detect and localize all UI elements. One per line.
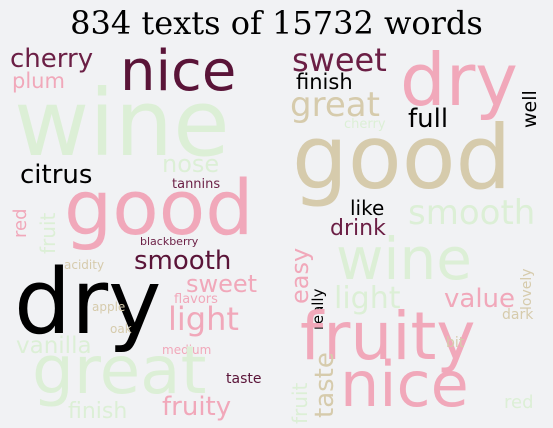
word-well: well [519, 90, 541, 128]
word-apple: apple [92, 300, 126, 314]
word-medium: medium [162, 343, 212, 357]
word-fruit: fruit [36, 212, 60, 254]
word-full: full [408, 104, 449, 134]
word-like: like [350, 196, 385, 220]
word-sweet: sweet [186, 270, 258, 298]
left-word-cloud: wine nice cherry plum good nose citrus t… [6, 46, 276, 428]
right-word-cloud: sweet dry finish well great full cherry … [288, 46, 553, 428]
word-good: good [292, 106, 512, 209]
word-bit: bit [446, 335, 465, 351]
word-tannins: tannins [172, 177, 221, 192]
word-cherry: cherry [344, 117, 386, 132]
word-red: red [10, 208, 31, 238]
word-red: red [504, 392, 534, 413]
word-light: light [334, 281, 401, 316]
word-nice: nice [340, 348, 469, 421]
word-smooth: smooth [134, 246, 232, 276]
word-value: value [444, 284, 516, 314]
word-dry: dry [400, 46, 518, 122]
word-finish: finish [68, 399, 128, 424]
word-vanilla: vanilla [16, 333, 92, 359]
word-plum: plum [12, 69, 65, 93]
word-light: light [168, 300, 239, 338]
word-wine: wine [14, 70, 230, 177]
word-nose: nose [162, 150, 220, 178]
word-smooth: smooth [408, 193, 536, 233]
word-fruity: fruity [300, 298, 476, 375]
word-sweet: sweet [292, 46, 387, 79]
word-wine: wine [336, 225, 472, 293]
word-cherry: cherry [10, 46, 94, 74]
word-flavors: flavors [174, 292, 218, 307]
word-taste: taste [310, 352, 340, 418]
page-title: 834 texts of 15732 words [70, 4, 483, 42]
word-great: great [290, 85, 380, 125]
word-nice: nice [120, 46, 237, 104]
word-taste: taste [226, 371, 262, 387]
word-fruity: fruity [162, 392, 232, 422]
word-drink: drink [330, 216, 386, 241]
word-great: great [32, 332, 207, 409]
word-dry: dry [14, 250, 162, 355]
word-blackberry: blackberry [140, 235, 199, 248]
word-fruit: fruit [288, 382, 312, 424]
word-dark: dark [502, 307, 534, 323]
word-acidity: acidity [64, 258, 105, 272]
word-citrus: citrus [20, 160, 93, 190]
word-good: good [64, 163, 254, 252]
word-finish: finish [296, 70, 353, 94]
word-oak: oak [110, 322, 132, 336]
word-lovely: lovely [519, 268, 535, 310]
